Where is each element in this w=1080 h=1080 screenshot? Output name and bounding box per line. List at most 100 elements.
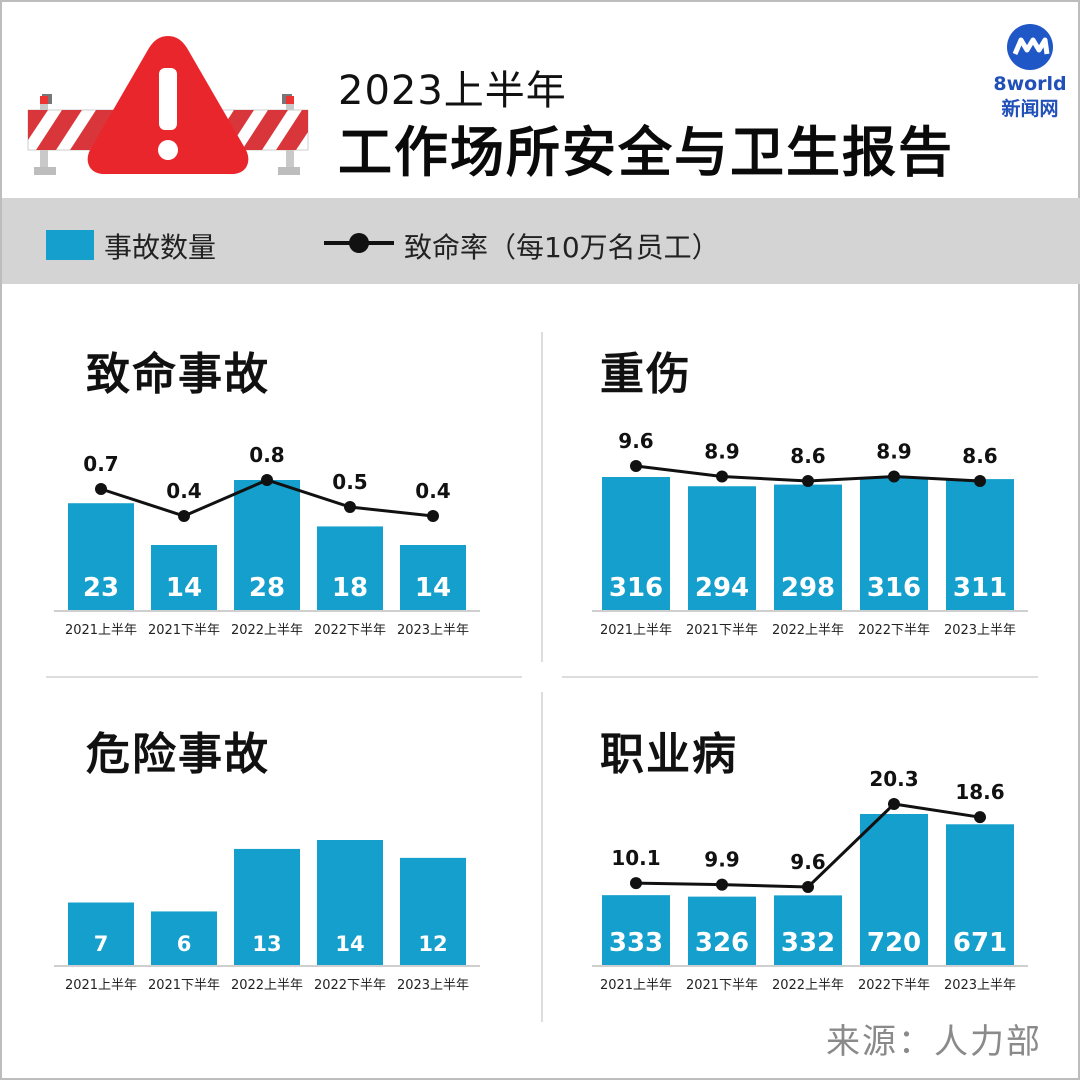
rate-point: [95, 483, 107, 495]
x-tick-label: 2021上半年: [600, 978, 672, 993]
legend-line-swatch: [324, 233, 394, 253]
bar-value-label: 333: [609, 928, 663, 958]
x-tick-label: 2022上半年: [772, 978, 844, 993]
bar-2021上半年: [68, 902, 134, 965]
bar-value-label: 294: [695, 573, 749, 603]
bar-value-label: 316: [867, 573, 921, 603]
bar-2021下半年: [151, 911, 217, 965]
x-tick-label: 2021上半年: [65, 978, 137, 993]
legend-bar-label: 事故数量: [104, 231, 217, 264]
x-tick-label: 2023上半年: [944, 978, 1016, 993]
rate-point: [630, 877, 642, 890]
warning-barricade-icon: [27, 36, 309, 175]
bar-value-label: 18: [332, 573, 368, 603]
bar-2022下半年: [317, 840, 383, 965]
bar-2023上半年: [946, 824, 1014, 965]
rate-point: [261, 474, 273, 486]
bar-2021上半年: [602, 895, 670, 965]
x-tick-label: 2023上半年: [944, 623, 1016, 638]
x-tick-label: 2022上半年: [772, 623, 844, 638]
rate-point: [802, 475, 814, 487]
bar-2023上半年: [400, 857, 466, 965]
bar-value-label: 311: [953, 573, 1007, 603]
bar-2022下半年: [860, 814, 928, 965]
bar-value-label: 13: [252, 932, 281, 956]
rate-value-label: 20.3: [869, 767, 918, 791]
bar-value-label: 14: [166, 573, 202, 603]
x-tick-label: 2021下半年: [686, 623, 758, 638]
rate-value-label: 0.4: [166, 479, 201, 503]
bar-2022上半年: [234, 848, 300, 965]
rate-value-label: 8.6: [790, 444, 825, 468]
x-tick-label: 2022下半年: [858, 978, 930, 993]
rate-value-label: 8.6: [962, 444, 997, 468]
bar-value-label: 316: [609, 573, 663, 603]
8world-logo-icon: [1007, 24, 1053, 70]
rate-point: [427, 510, 439, 522]
bar-2021下半年: [688, 896, 756, 965]
bar-2021下半年: [688, 486, 756, 610]
divider-vertical-bottom: [541, 692, 543, 1022]
bar-2022上半年: [774, 895, 842, 965]
x-tick-label: 2023上半年: [397, 978, 469, 993]
bar-value-label: 326: [695, 928, 749, 958]
report-subtitle: 2023上半年: [338, 68, 567, 114]
bar-value-label: 23: [83, 573, 119, 603]
bar-value-label: 671: [953, 928, 1007, 958]
x-tick-label: 2021上半年: [65, 623, 137, 638]
rate-point: [344, 501, 356, 513]
header: 2023上半年 工作场所安全与卫生报告 8world 新闻网: [2, 2, 1080, 197]
x-tick-label: 2022上半年: [231, 623, 303, 638]
rate-point: [888, 470, 900, 483]
bar-2021上半年: [602, 477, 670, 610]
bar-2023上半年: [946, 479, 1014, 610]
rate-point: [802, 881, 814, 893]
rate-value-label: 8.9: [704, 440, 739, 464]
panel-title-dangerous: 危险事故: [86, 729, 270, 780]
x-tick-label: 2022上半年: [231, 978, 303, 993]
bar-2021上半年: [68, 503, 134, 610]
rate-value-label: 0.7: [83, 452, 118, 476]
bar-value-label: 14: [415, 573, 451, 603]
rate-point: [716, 470, 728, 483]
legend-bar: [2, 198, 1080, 284]
bar-2022下半年: [317, 526, 383, 610]
logo-name: 8world: [993, 73, 1067, 95]
brand-logo[interactable]: 8world 新闻网: [990, 24, 1070, 120]
bar-value-label: 720: [867, 928, 921, 958]
rate-value-label: 0.4: [415, 479, 450, 503]
bar-2023上半年: [400, 545, 466, 610]
rate-point: [178, 510, 190, 522]
chart-dangerous-occurrences: 7 2021上半年 6 2021下半年 13 2022上半年 14 2022下半年 12 2023…: [54, 840, 480, 993]
rate-point: [630, 460, 642, 472]
x-tick-label: 2021下半年: [148, 978, 220, 993]
bar-value-label: 6: [177, 932, 192, 956]
panel-title-fatal: 致命事故: [86, 349, 270, 400]
x-tick-label: 2022下半年: [314, 623, 386, 638]
chart-occupational-diseases: 333 2021上半年 326 2021下半年 332 2022上半年 720 2022下半年…: [592, 767, 1028, 993]
bar-value-label: 332: [781, 928, 835, 958]
source-credit: 来源：人力部: [826, 1022, 1042, 1062]
x-tick-label: 2021下半年: [686, 978, 758, 993]
panel-title-occupational: 职业病: [600, 729, 738, 780]
legend-bar-swatch: [46, 230, 94, 260]
rate-value-label: 9.9: [704, 848, 739, 872]
rate-value-label: 0.5: [332, 470, 367, 494]
panel-title-serious: 重伤: [600, 349, 692, 400]
bar-2022上半年: [774, 484, 842, 610]
rate-value-label: 18.6: [955, 780, 1004, 804]
bar-value-label: 14: [335, 932, 364, 956]
report-title: 工作场所安全与卫生报告: [338, 121, 954, 184]
legend-line-label: 致命率（每10万名员工）: [404, 231, 720, 264]
rate-point: [888, 798, 900, 810]
x-tick-label: 2021上半年: [600, 623, 672, 638]
x-tick-label: 2022下半年: [314, 978, 386, 993]
rate-point: [974, 811, 986, 824]
rate-value-label: 9.6: [618, 429, 653, 453]
logo-subname: 新闻网: [1001, 98, 1059, 120]
rate-value-label: 8.9: [876, 440, 911, 464]
bar-2022上半年: [234, 480, 300, 610]
fatality-rate-line: [635, 802, 981, 889]
divider-vertical-top: [541, 332, 543, 662]
